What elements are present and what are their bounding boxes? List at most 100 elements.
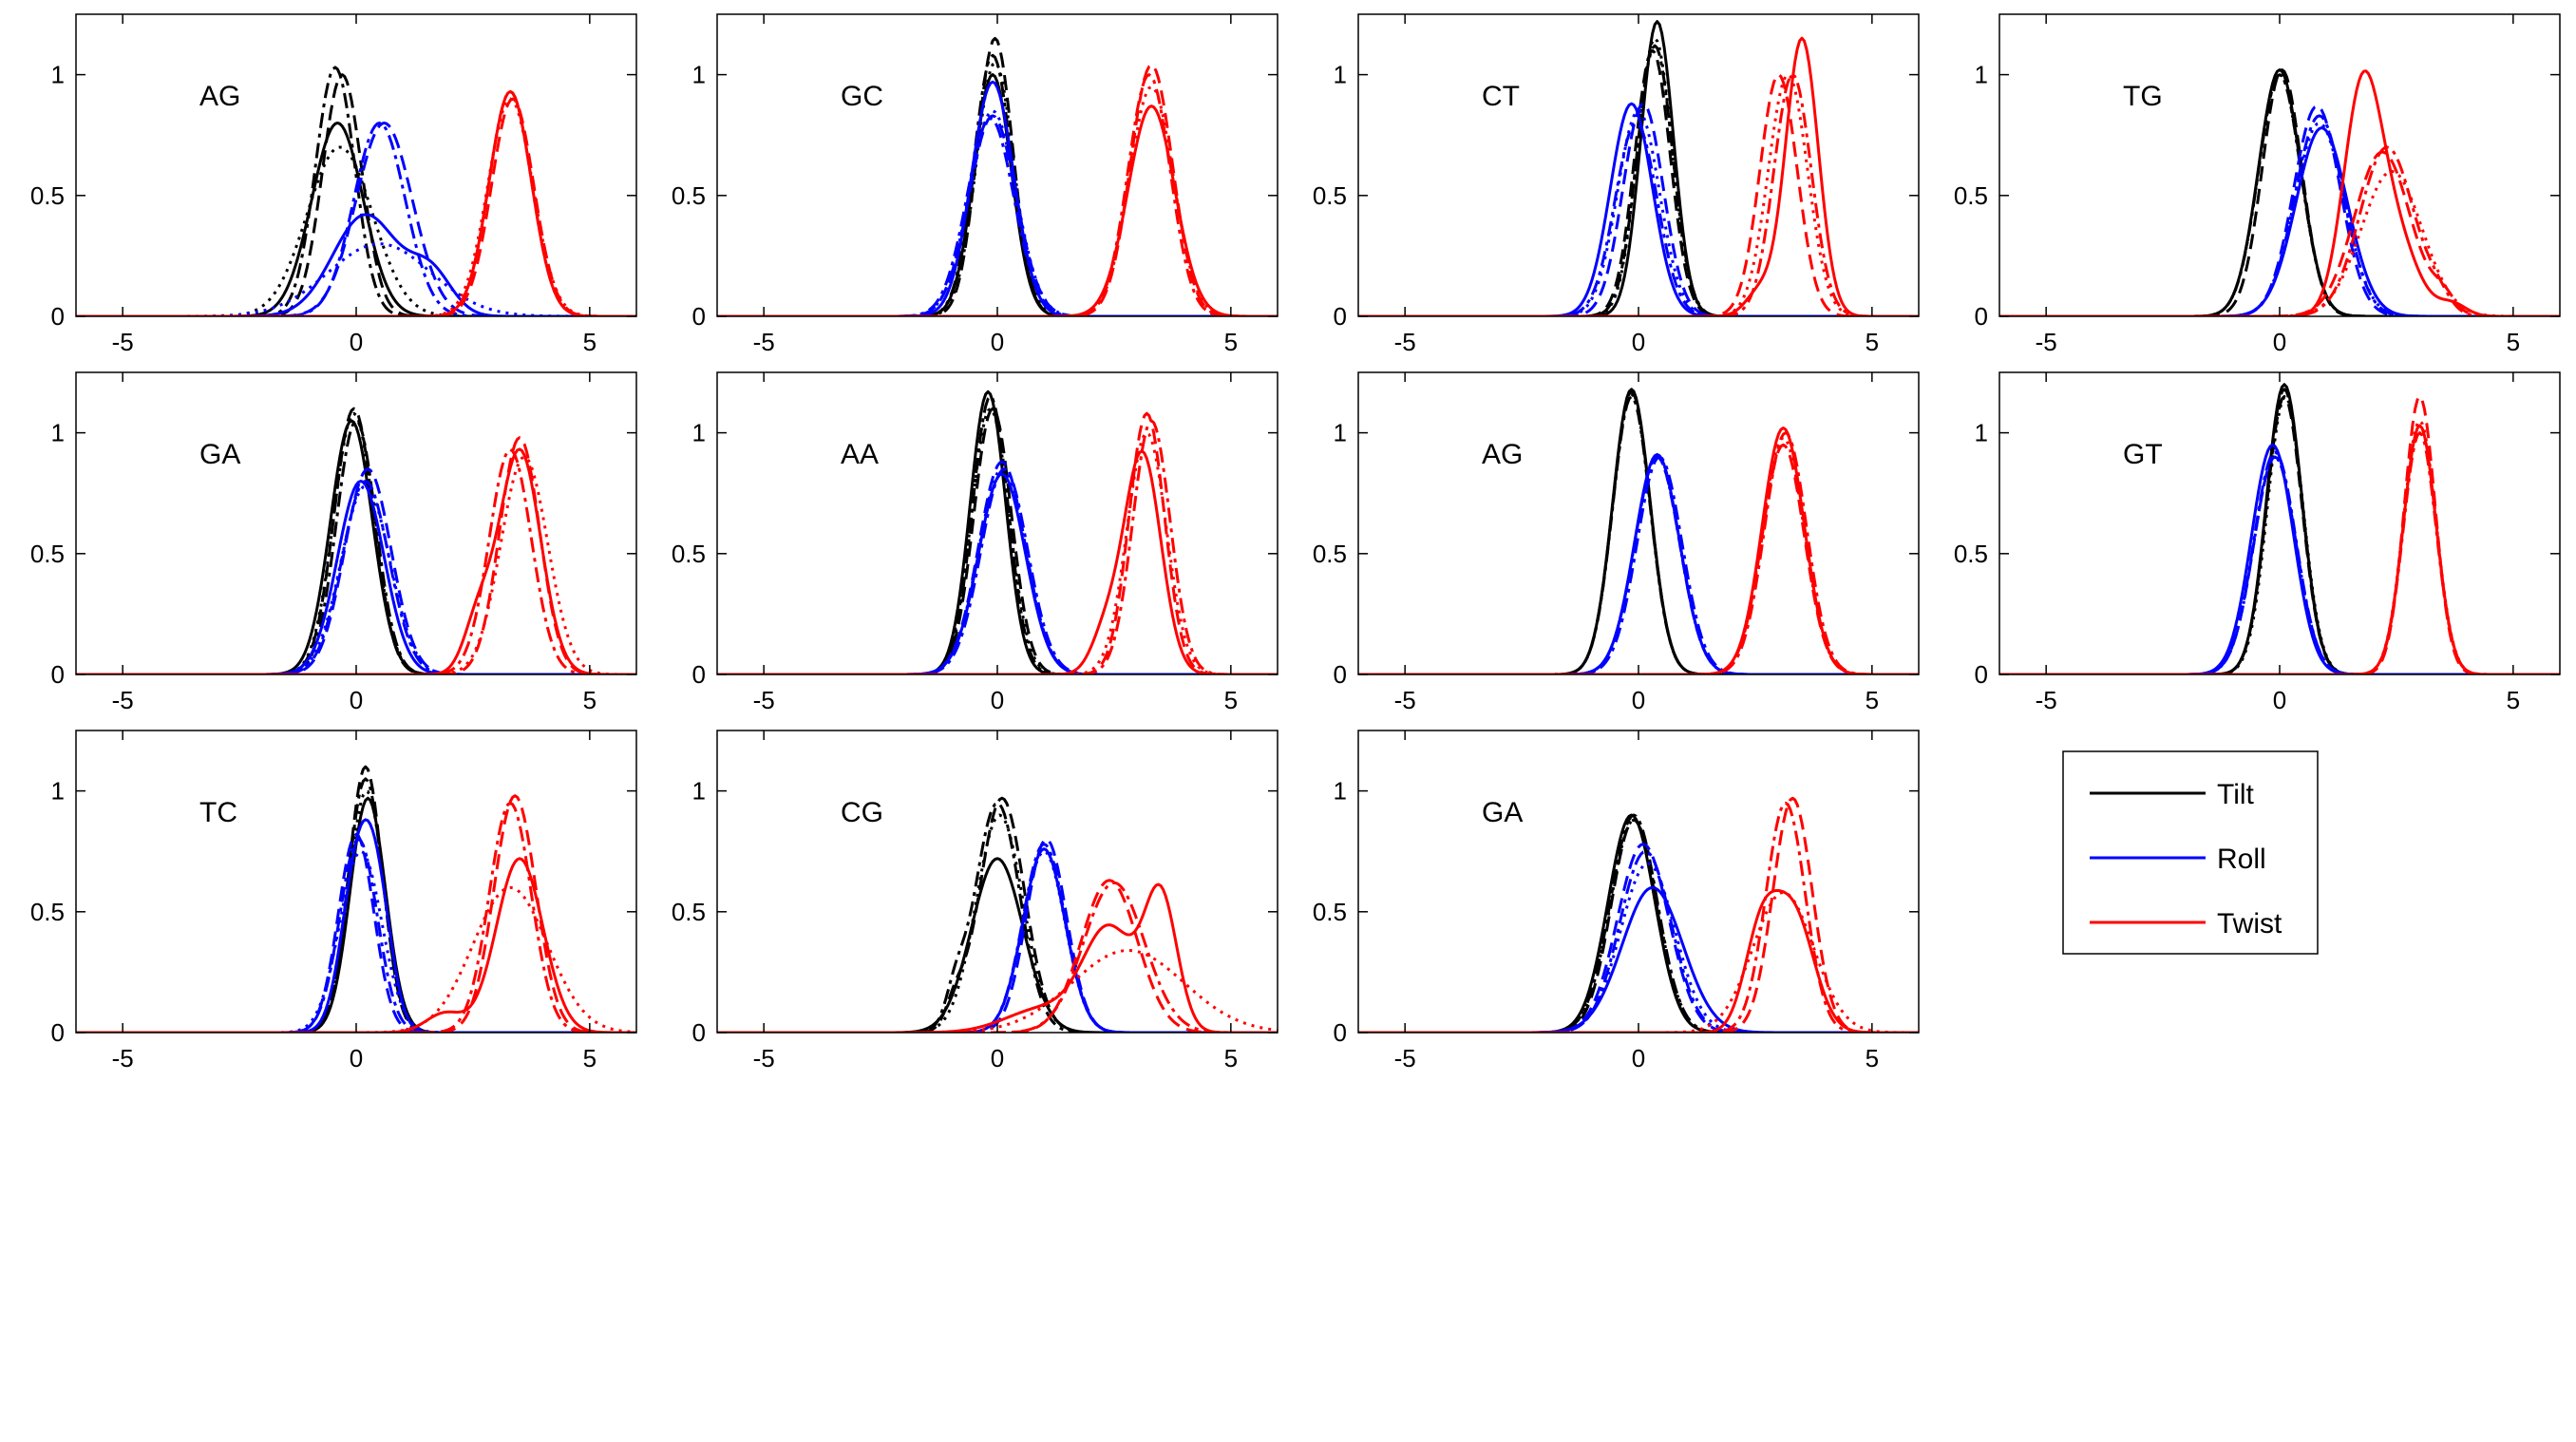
series-line-roll-solid [1999,443,2560,674]
x-tick-label: -5 [753,1044,775,1072]
panel-label: GA [1482,797,1523,828]
curves-group [1358,796,1919,1033]
x-tick-label: -5 [1394,686,1416,714]
series-line-roll-dashdot [76,479,636,674]
series-line-twist-solid [717,882,1278,1033]
series-line-roll-dotted [1999,455,2560,674]
series-line-twist-solid [1358,36,1919,316]
panel-label: AG [1482,439,1523,470]
curves-group [717,36,1278,316]
series-line-roll-dashdot [76,837,636,1033]
legend: Tilt Roll Twist [2062,750,2319,955]
x-tick-label: 5 [2507,328,2520,356]
x-tick-label: 0 [2273,328,2286,356]
panel-label: AA [841,439,879,470]
curves-group [1358,20,1919,316]
y-tick-label: 0.5 [1313,181,1347,210]
x-tick-label: 0 [991,1044,1004,1072]
series-line-roll-dotted [76,484,636,674]
panel-label: TC [199,797,237,828]
series-line-roll-dashdot [1358,849,1919,1033]
chart-panel: -5 0 5 0 0.5 1 GT [1954,371,2561,714]
series-line-tilt-dotted [1358,818,1919,1033]
series-line-tilt-dotted [717,813,1278,1033]
chart-panel: -5 0 5 0 0.5 1 CG [672,730,1279,1072]
curves-group [1999,383,2560,674]
y-tick-label: 0.5 [1954,540,1988,568]
panel-label: TG [2123,81,2163,112]
y-tick-label: 1 [51,61,65,89]
chart-panel: -5 0 5 0 0.5 1 TC [30,730,637,1072]
series-line-twist-solid [1358,427,1919,674]
x-tick-label: 0 [991,686,1004,714]
series-line-twist-dotted [1358,890,1919,1033]
series-line-tilt-dotted [76,145,636,316]
x-tick-label: 0 [1632,686,1645,714]
y-tick-label: 0 [692,1018,706,1047]
axes-box [75,371,637,675]
series-line-tilt-solid [717,857,1278,1033]
x-tick-label: 5 [1866,328,1879,356]
series-line-roll-solid [1999,126,2560,316]
series-line-tilt-solid [1999,68,2560,316]
chart-panel: -5 0 5 0 0.5 1 AA [672,371,1279,714]
y-tick-label: 0 [1334,1018,1347,1047]
curves-group [1358,388,1919,674]
y-tick-label: 1 [51,419,65,447]
series-line-roll-solid [717,847,1278,1033]
x-tick-label: 5 [1866,686,1879,714]
series-line-twist-dotted [76,97,636,316]
series-line-twist-dashed [76,436,636,674]
series-line-tilt-dashed [1358,389,1919,674]
series-line-tilt-dashdot [76,419,636,674]
panel-label: CT [1482,81,1520,112]
y-tick-label: 0.5 [1954,181,1988,210]
series-line-roll-dashdot [717,116,1278,316]
series-line-roll-solid [717,472,1278,674]
x-tick-label: -5 [753,686,775,714]
y-tick-label: 0.5 [1313,540,1347,568]
x-tick-label: 5 [1224,686,1238,714]
series-line-roll-dotted [1358,109,1919,316]
series-line-roll-solid [1358,453,1919,674]
series-line-tilt-dashdot [717,801,1278,1033]
x-tick-label: 0 [350,1044,363,1072]
curves-group [717,796,1278,1033]
series-line-tilt-dashdot [1999,73,2560,316]
series-line-roll-dashdot [76,121,636,316]
series-line-tilt-dashed [1999,68,2560,316]
series-line-tilt-dashed [1358,818,1919,1033]
legend-label-twist: Twist [2217,908,2282,939]
y-tick-label: 0 [1334,302,1347,331]
series-line-twist-dashdot [76,89,636,316]
x-tick-label: -5 [1394,328,1416,356]
x-tick-label: -5 [1394,1044,1416,1072]
series-line-tilt-dashed [1999,394,2560,674]
series-line-roll-solid [1358,885,1919,1033]
x-tick-label: 0 [350,328,363,356]
series-line-tilt-dashed [76,407,636,674]
curves-group [76,765,636,1033]
series-line-roll-dotted [717,109,1278,316]
y-tick-label: 0 [1334,660,1347,689]
chart-panel: -5 0 5 0 0.5 1 CT [1313,13,1920,356]
series-line-tilt-dashdot [1358,394,1919,674]
series-line-tilt-dashdot [717,394,1278,674]
curves-group [76,407,636,674]
series-line-tilt-dashed [76,73,636,316]
series-line-tilt-dashed [717,407,1278,674]
series-line-tilt-dashdot [1999,388,2560,674]
y-tick-label: 0.5 [672,898,706,926]
series-line-tilt-dashed [717,36,1278,316]
panel-label: CG [841,797,883,828]
series-line-twist-dashed [1358,796,1919,1033]
series-line-twist-dashdot [1358,73,1919,316]
y-tick-label: 1 [1975,61,1988,89]
series-line-twist-solid [76,447,636,674]
x-tick-label: 5 [583,686,597,714]
series-line-roll-dashdot [1999,114,2560,316]
y-tick-label: 1 [692,419,706,447]
chart-panel: -5 0 5 0 0.5 1 GA [30,371,637,714]
axes-box [1357,730,1920,1034]
